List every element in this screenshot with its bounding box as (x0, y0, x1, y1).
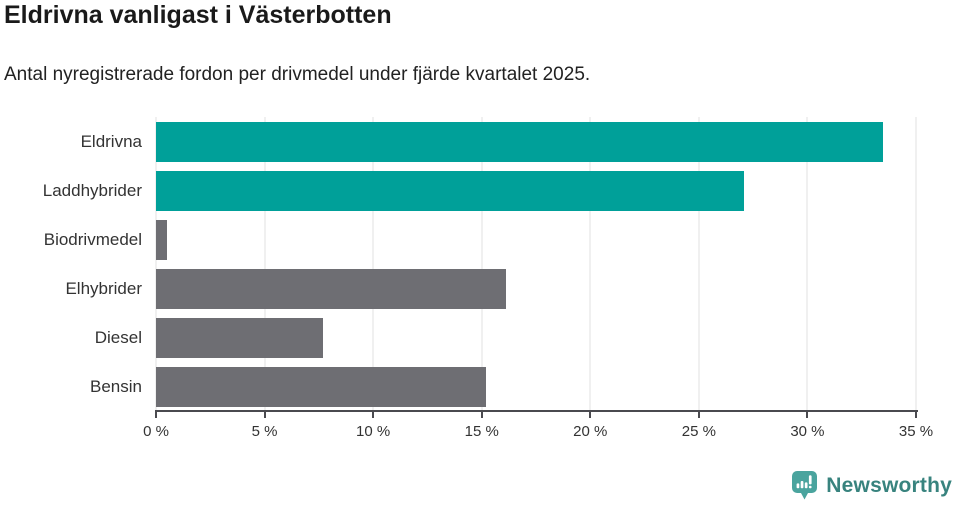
x-tick-mark (263, 412, 266, 418)
bar-row: Laddhybrider (0, 166, 916, 215)
brand-name: Newsworthy (826, 473, 952, 497)
category-label: Eldrivna (80, 131, 142, 151)
x-tick-mark (915, 412, 917, 418)
gridline (155, 117, 157, 412)
x-tick-label: 30 % (790, 423, 825, 440)
chart-title: Eldrivna vanligast i Västerbotten (4, 1, 392, 29)
category-label: Laddhybrider (42, 180, 142, 200)
bar-laddhybrider (156, 170, 745, 211)
x-axis-ticks: 0 % 5 % 10 % 15 % 20 % 25 % 30 % 35 % (143, 412, 933, 456)
x-tick-mark (806, 412, 809, 418)
category-label: Bensin (90, 377, 142, 397)
gridlines (155, 117, 917, 412)
bar-row: Diesel (0, 314, 916, 363)
bar-track (156, 363, 916, 412)
category-label: Elhybrider (65, 279, 142, 299)
bar-diesel (156, 318, 324, 359)
gridline (589, 117, 591, 412)
bar-bensin (156, 367, 487, 408)
bar-row: Elhybrider (0, 265, 916, 314)
chart-subtitle: Antal nyregistrerade fordon per drivmede… (4, 64, 591, 85)
x-tick-label: 35 % (898, 423, 934, 440)
x-tick-mark (697, 412, 700, 418)
category-label: Biodrivmedel (43, 229, 142, 249)
x-tick-label: 25 % (681, 423, 716, 440)
bar-biodrivmedel (156, 219, 167, 260)
x-tick-label: 20 % (573, 423, 608, 440)
bar-track (156, 314, 916, 363)
x-axis-line (155, 410, 918, 412)
bar-rows: Eldrivna Laddhybrider Biodrivmedel Elhybrid… (0, 117, 916, 412)
gridline (372, 117, 374, 412)
gridline (915, 117, 917, 412)
bar-row: Bensin (0, 363, 916, 412)
bar-track (156, 166, 916, 215)
brand-footer: Newsworthy (791, 470, 952, 501)
gridline (806, 117, 808, 412)
bar-row: Eldrivna (0, 117, 916, 166)
x-tick-mark (589, 412, 592, 418)
gridline (481, 117, 483, 412)
bar-eldrivna (156, 121, 884, 162)
x-tick-mark (480, 412, 483, 418)
x-tick-mark (372, 412, 375, 418)
gridline (264, 117, 266, 412)
gridline (698, 117, 700, 412)
bar-track (156, 265, 916, 314)
x-tick-mark (155, 412, 157, 418)
bar-elhybrider (156, 269, 506, 310)
bar-track (156, 117, 916, 166)
bar-track (156, 215, 916, 264)
x-tick-label: 0 % (143, 423, 169, 440)
x-tick-label: 15 % (464, 423, 499, 440)
x-tick-label: 10 % (356, 423, 391, 440)
x-tick-label: 5 % (251, 423, 278, 440)
category-label: Diesel (94, 328, 142, 348)
bar-row: Biodrivmedel (0, 215, 916, 264)
newsworthy-logo-icon (792, 471, 818, 500)
